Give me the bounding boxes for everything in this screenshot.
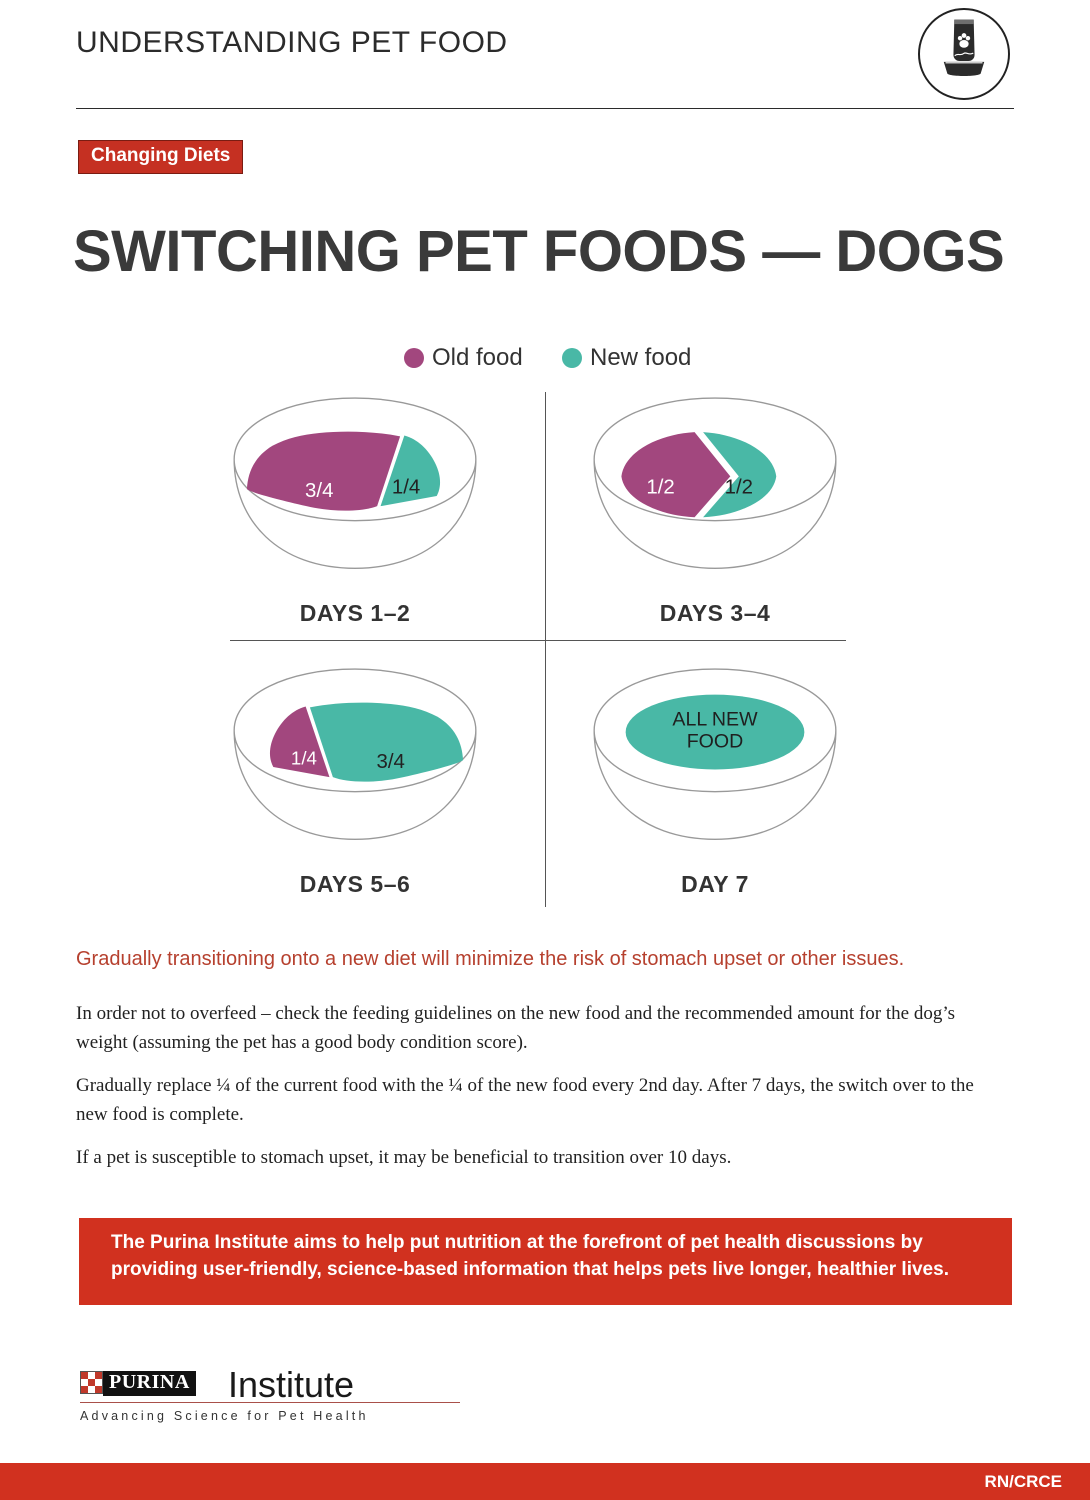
- svg-text:3/4: 3/4: [377, 751, 405, 773]
- svg-text:ALL NEW: ALL NEW: [672, 708, 758, 730]
- svg-text:1/2: 1/2: [646, 476, 674, 498]
- svg-text:1/2: 1/2: [725, 476, 753, 498]
- svg-text:1/4: 1/4: [392, 476, 420, 498]
- svg-text:FOOD: FOOD: [687, 730, 744, 752]
- svg-text:1/4: 1/4: [291, 747, 317, 768]
- svg-text:3/4: 3/4: [305, 480, 333, 502]
